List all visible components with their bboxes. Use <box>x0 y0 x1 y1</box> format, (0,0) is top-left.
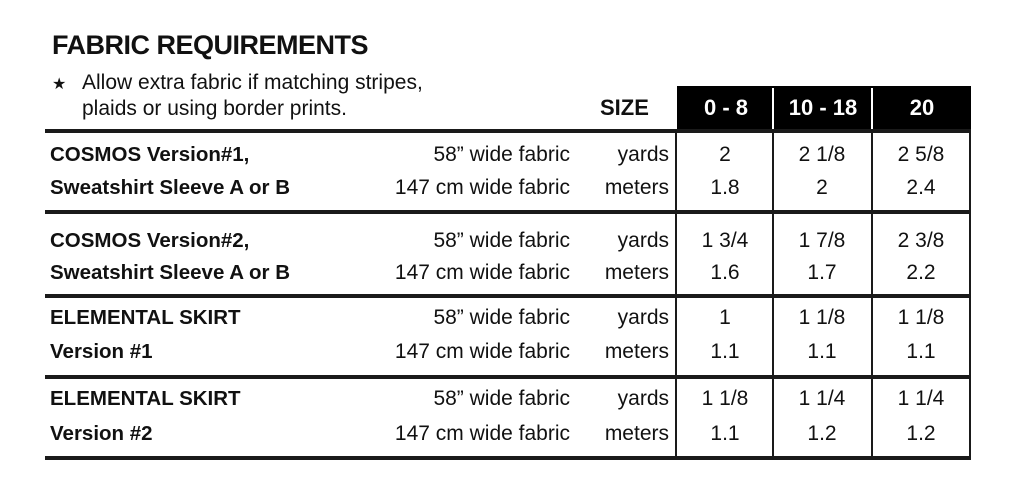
fabric-width: 58” wide fabric <box>433 143 570 166</box>
header-divider <box>772 88 774 129</box>
meters-value: 1.6 <box>710 261 740 284</box>
meters-value: 1.2 <box>807 422 837 445</box>
yards-value: 1 <box>719 306 731 329</box>
yards-value: 1 1/8 <box>897 306 945 329</box>
note-line-1: Allow extra fabric if matching stripes, <box>82 71 423 94</box>
size-header-bar <box>677 86 971 131</box>
yards-value: 2 1/8 <box>798 143 846 166</box>
unit-label: yards <box>617 387 669 410</box>
yards-value: 1 3/4 <box>701 229 749 252</box>
row-label: COSMOS Version#1, <box>50 143 250 166</box>
row-divider <box>45 456 971 460</box>
row-label: Version #1 <box>50 340 153 363</box>
header-divider <box>871 88 873 129</box>
note-line-2: plaids or using border prints. <box>82 97 347 120</box>
meters-value: 2.4 <box>906 176 936 199</box>
meters-value: 1.1 <box>710 340 740 363</box>
row-divider <box>45 375 971 379</box>
fabric-width: 58” wide fabric <box>433 229 570 252</box>
unit-label: meters <box>604 261 669 284</box>
fabric-width: 147 cm wide fabric <box>394 176 570 199</box>
row-label: ELEMENTAL SKIRT <box>50 387 241 410</box>
yards-value: 1 1/4 <box>897 387 945 410</box>
column-divider <box>969 131 971 458</box>
fabric-width: 147 cm wide fabric <box>394 340 570 363</box>
meters-value: 1.7 <box>807 261 837 284</box>
yards-value: 2 3/8 <box>897 229 945 252</box>
meters-value: 1.8 <box>710 176 740 199</box>
row-label: COSMOS Version#2, <box>50 229 250 252</box>
row-label: Sweatshirt Sleeve A or B <box>50 176 291 199</box>
column-divider <box>675 131 677 458</box>
star-icon: ★ <box>52 76 67 93</box>
yards-value: 2 5/8 <box>897 143 945 166</box>
yards-value: 1 1/8 <box>798 306 846 329</box>
row-divider <box>45 129 971 133</box>
fabric-width: 147 cm wide fabric <box>394 422 570 445</box>
fabric-width: 147 cm wide fabric <box>394 261 570 284</box>
page-title: FABRIC REQUIREMENTS <box>52 30 369 60</box>
size-label: SIZE <box>600 95 649 120</box>
size-header-10-18: 10 - 18 <box>788 95 858 120</box>
meters-value: 2 <box>816 176 828 199</box>
yards-value: 1 7/8 <box>798 229 846 252</box>
yards-value: 2 <box>719 143 731 166</box>
unit-label: meters <box>604 340 669 363</box>
size-header-0-8: 0 - 8 <box>703 95 749 120</box>
yards-value: 1 1/4 <box>798 387 846 410</box>
meters-value: 1.1 <box>710 422 740 445</box>
fabric-width: 58” wide fabric <box>433 306 570 329</box>
size-header-20: 20 <box>909 95 935 120</box>
meters-value: 1.2 <box>906 422 936 445</box>
row-label: ELEMENTAL SKIRT <box>50 306 241 329</box>
column-divider <box>871 131 873 458</box>
unit-label: yards <box>617 306 669 329</box>
yards-value: 1 1/8 <box>701 387 749 410</box>
unit-label: yards <box>617 143 669 166</box>
meters-value: 1.1 <box>906 340 936 363</box>
meters-value: 1.1 <box>807 340 837 363</box>
unit-label: meters <box>604 176 669 199</box>
row-label: Version #2 <box>50 422 153 445</box>
row-divider <box>45 294 971 298</box>
row-label: Sweatshirt Sleeve A or B <box>50 261 291 284</box>
column-divider <box>772 131 774 458</box>
row-divider <box>45 210 971 214</box>
unit-label: meters <box>604 422 669 445</box>
meters-value: 2.2 <box>906 261 936 284</box>
unit-label: yards <box>617 229 669 252</box>
fabric-width: 58” wide fabric <box>433 387 570 410</box>
